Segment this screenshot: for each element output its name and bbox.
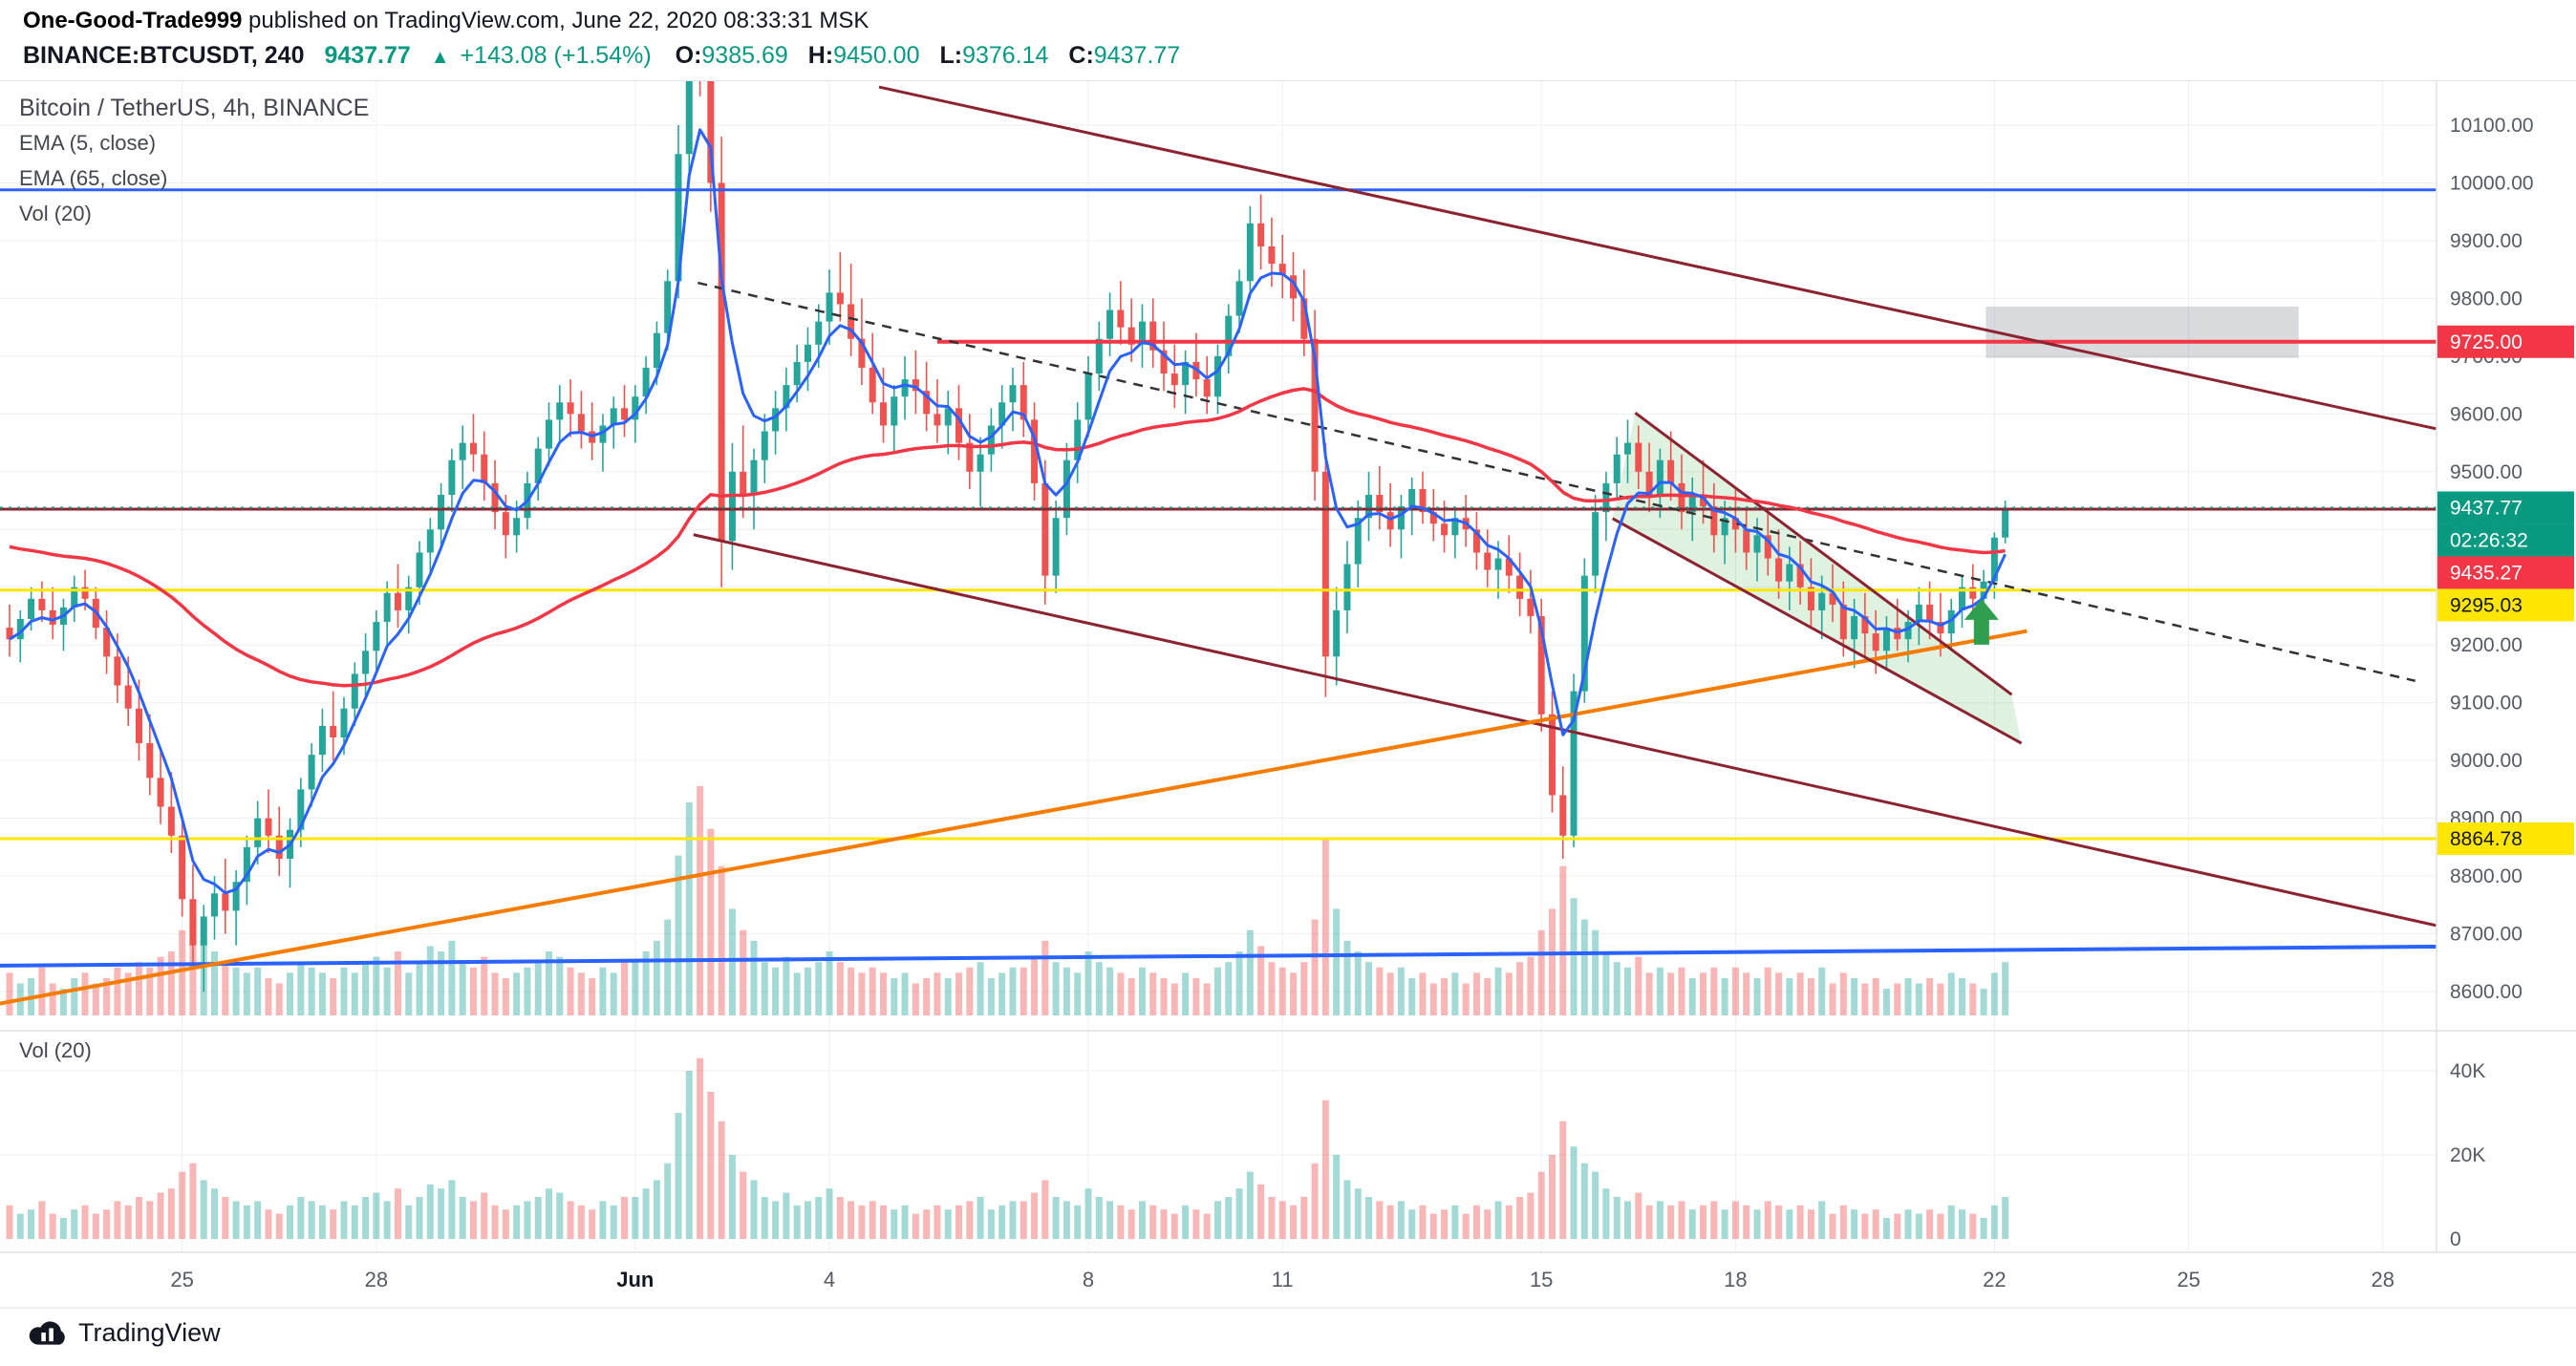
price-axis-label: 9000.00 — [2450, 750, 2522, 772]
price-tag: 9437.77 — [2437, 491, 2574, 524]
svg-text:9435.27: 9435.27 — [2450, 562, 2522, 584]
tradingview-logo[interactable]: TradingView — [25, 1317, 221, 1348]
price-tag: 9435.27 — [2437, 556, 2574, 589]
published-text: published on TradingView.com, June 22, 2… — [242, 8, 869, 33]
up-arrow-marker[interactable] — [1964, 598, 1999, 645]
close-value: 9437.77 — [1093, 42, 1181, 69]
price-axis-label: 9200.00 — [2450, 634, 2522, 656]
symbol-interval[interactable]: BINANCE:BTCUSDT, 240 — [23, 42, 305, 69]
price-tag: 9725.00 — [2437, 325, 2574, 358]
price-axis-label: 9100.00 — [2450, 693, 2522, 715]
price-tag: 02:26:32 — [2437, 523, 2574, 557]
last-price: 9437.77 — [324, 42, 411, 69]
price-axis-label: 9600.00 — [2450, 403, 2522, 425]
price-axis-label: 9800.00 — [2450, 288, 2522, 309]
open-value: 9385.69 — [701, 42, 788, 69]
time-axis-label: 22 — [1983, 1268, 2006, 1291]
chart-plot[interactable]: 10100.0010000.009900.009800.009700.00960… — [0, 81, 2576, 1310]
svg-text:02:26:32: 02:26:32 — [2450, 529, 2528, 551]
volume-axis-label: 0 — [2450, 1228, 2461, 1250]
high-label: H: — [807, 42, 834, 69]
supply-zone-box[interactable] — [1986, 306, 2299, 358]
price-axis-label: 10100.00 — [2450, 115, 2534, 137]
price-axis-label: 9500.00 — [2450, 461, 2522, 483]
svg-text:9295.03: 9295.03 — [2450, 594, 2522, 616]
maroon-trendline-lower[interactable] — [693, 533, 2448, 928]
tradingview-cloud-icon — [29, 1321, 65, 1345]
time-axis-label: 25 — [2177, 1268, 2200, 1291]
price-axis-label: 8700.00 — [2450, 924, 2522, 946]
header: One-Good-Trade999 published on TradingVi… — [0, 0, 2576, 80]
time-axis-label: Jun — [616, 1268, 654, 1291]
blue-support-line[interactable] — [0, 944, 2448, 968]
price-change: +143.08 (+1.54%) — [460, 42, 652, 69]
price-axis[interactable]: 10100.0010000.009900.009800.009700.00960… — [2450, 115, 2534, 1250]
time-axis-label: 28 — [2372, 1268, 2394, 1291]
time-axis-label: 25 — [170, 1268, 193, 1291]
orange-support-trendline[interactable] — [0, 629, 2028, 1006]
time-axis[interactable]: 25 28 Jun 4 8 11 15 18 22 25 28 — [170, 1268, 2394, 1291]
dashed-trendline[interactable] — [698, 281, 2415, 682]
ticker-line: BINANCE:BTCUSDT, 240 9437.77 ▲ +143.08 (… — [23, 42, 1193, 70]
low-label: L: — [939, 42, 963, 69]
chart-area: 10100.0010000.009900.009800.009700.00960… — [0, 80, 2576, 1366]
close-label: C: — [1068, 42, 1094, 69]
maroon-trendline-upper[interactable] — [878, 85, 2448, 431]
svg-text:9725.00: 9725.00 — [2450, 331, 2522, 353]
price-axis-label: 10000.00 — [2450, 172, 2534, 194]
up-arrow-icon: ▲ — [430, 47, 450, 68]
time-axis-label: 18 — [1724, 1268, 1747, 1291]
time-axis-label: 15 — [1530, 1268, 1553, 1291]
ema65-line[interactable] — [9, 387, 2006, 688]
price-tag: 9295.03 — [2437, 588, 2574, 622]
price-axis-label: 9900.00 — [2450, 230, 2522, 252]
volume-axis-label: 40K — [2450, 1060, 2485, 1082]
price-axis-label: 8600.00 — [2450, 981, 2522, 1003]
grid — [0, 81, 2436, 1252]
low-value: 9376.14 — [962, 42, 1049, 69]
author-name[interactable]: One-Good-Trade999 — [23, 8, 243, 33]
falling-channel-bottom[interactable] — [1611, 517, 2023, 745]
volume-overlay — [6, 786, 2009, 1015]
time-axis-label: 11 — [1272, 1268, 1294, 1291]
time-axis-label: 4 — [824, 1268, 835, 1291]
published-line: One-Good-Trade999 published on TradingVi… — [23, 8, 869, 34]
ema5-line[interactable] — [9, 128, 2007, 895]
falling-channel-top[interactable] — [1634, 411, 2013, 696]
price-axis-label: 8800.00 — [2450, 865, 2522, 887]
tradingview-brand-text: TradingView — [78, 1317, 221, 1347]
volume-pane-series[interactable] — [6, 1057, 2009, 1239]
price-tag: 8864.78 — [2437, 822, 2574, 855]
svg-text:9437.77: 9437.77 — [2450, 497, 2522, 519]
svg-text:8864.78: 8864.78 — [2450, 828, 2522, 850]
time-axis-label: 8 — [1083, 1268, 1094, 1291]
open-label: O: — [675, 42, 702, 69]
high-value: 9450.00 — [833, 42, 920, 69]
time-axis-label: 28 — [365, 1268, 388, 1291]
volume-axis-label: 20K — [2450, 1144, 2485, 1166]
